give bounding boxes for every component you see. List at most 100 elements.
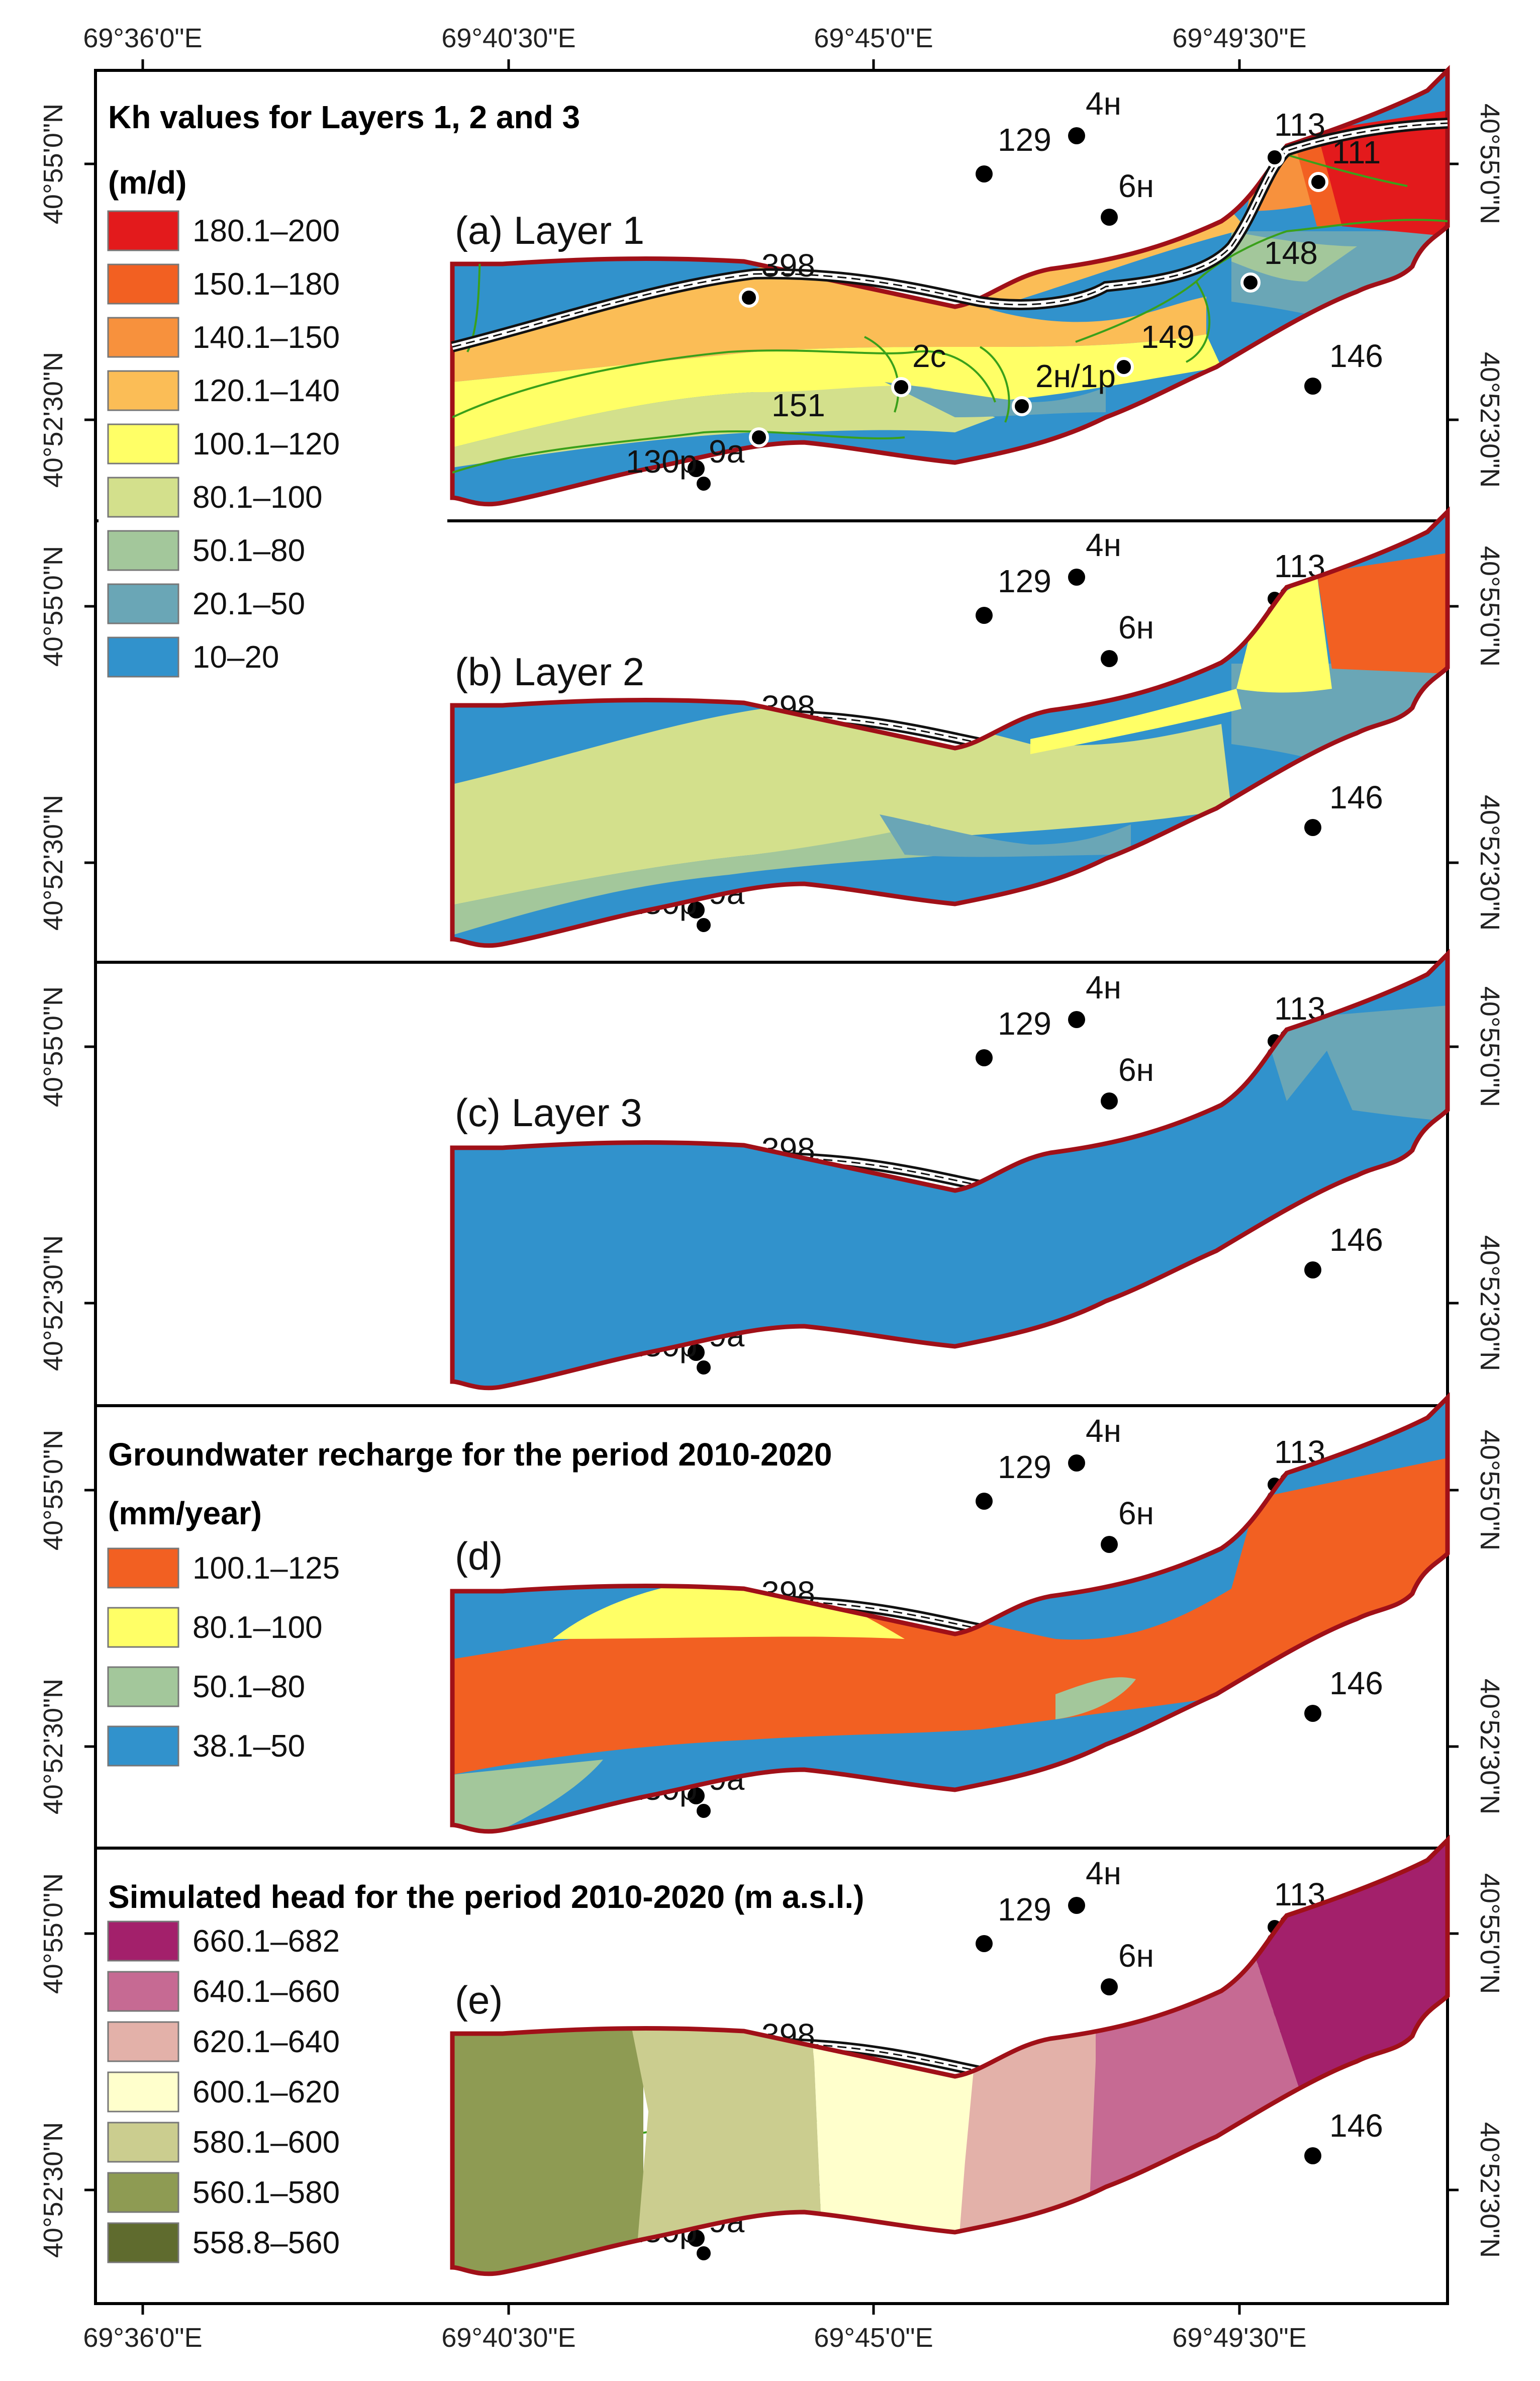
zone-80-100	[553, 1574, 905, 1639]
well-label: 4н	[1086, 969, 1121, 1005]
zone-100-120	[1236, 573, 1332, 693]
well-marker	[1304, 2147, 1321, 2164]
left-axis-label: 40°55'0"N	[38, 986, 68, 1107]
legend-label: 100.1–125	[192, 1551, 340, 1586]
well-marker	[1101, 650, 1118, 667]
legend-label: 620.1–640	[192, 2025, 340, 2059]
panel-label-c: (c) Layer 3	[455, 1090, 642, 1135]
legend-swatch	[107, 477, 179, 518]
legend-swatch	[107, 423, 179, 465]
legend-swatch	[107, 263, 179, 305]
legend-label: 50.1–80	[192, 1670, 305, 1704]
left-axis: 40°55'0"N 40°52'30"N 40°55'0"N 40°52'30"…	[38, 104, 95, 2258]
right-axis-label: 40°52'30"N	[1475, 1679, 1505, 1814]
legend-label: 140.1–150	[192, 320, 340, 355]
legend-swatch	[107, 1971, 179, 2012]
well-marker	[1068, 569, 1085, 586]
zone-100-120-north	[1030, 689, 1241, 754]
river-line	[864, 336, 900, 413]
well-label: 129	[998, 563, 1051, 599]
river-line	[1186, 281, 1211, 363]
legend-recharge: Groundwater recharge for the period 2010…	[107, 1436, 832, 1767]
bottom-axis: 69°36'0"E 69°40'30"E 69°45'0"E 69°49'30"…	[83, 2304, 1307, 2353]
well-label: 6н	[1118, 1052, 1154, 1088]
panel-label-a: (a) Layer 1	[455, 208, 644, 252]
river-line	[452, 430, 905, 474]
well-label: 146	[1329, 338, 1383, 374]
well-label: 6н	[1118, 1938, 1154, 1974]
legend-swatch	[107, 2122, 179, 2163]
right-axis-label: 40°55'0"N	[1475, 986, 1505, 1107]
left-axis-label: 40°52'30"N	[38, 1235, 68, 1371]
zone-120-140	[452, 263, 1206, 382]
well-marker	[1240, 272, 1261, 293]
well-marker	[1304, 378, 1321, 395]
panel-label-d: (d)	[455, 1534, 503, 1578]
well-marker	[1304, 1261, 1321, 1278]
well-marker	[976, 1049, 993, 1066]
top-axis-label: 69°49'30"E	[1172, 23, 1306, 53]
well-label: 2с	[912, 338, 946, 374]
legend-label: 38.1–50	[192, 1729, 305, 1764]
well-marker	[688, 901, 705, 919]
legend-swatch	[107, 1666, 179, 1707]
right-axis-label: 40°52'30"N	[1475, 2122, 1505, 2258]
left-axis-label: 40°55'0"N	[38, 546, 68, 667]
legend-swatch	[107, 317, 179, 358]
legend-swatch	[107, 1920, 179, 1962]
well-marker	[694, 1357, 714, 1378]
zone-50-80	[452, 825, 955, 935]
well-label: 6н	[1118, 168, 1154, 204]
legend-swatch	[107, 1725, 179, 1767]
zone-80-100	[452, 386, 995, 468]
legend-label: 150.1–180	[192, 267, 340, 302]
zone-180-200	[1317, 111, 1448, 236]
well-marker	[1101, 1536, 1118, 1553]
right-axis-label: 40°55'0"N	[1475, 1430, 1505, 1550]
left-axis-label: 40°55'0"N	[38, 1430, 68, 1550]
map-frame	[94, 69, 1449, 2305]
well-label: 129	[998, 1449, 1051, 1485]
legend-swatch	[107, 2172, 179, 2213]
zone-20-50	[880, 814, 1131, 857]
well-marker	[688, 1787, 705, 1804]
bottom-axis-label: 69°40'30"E	[441, 2323, 575, 2353]
legend-label: 80.1–100	[192, 1610, 323, 1645]
legend-label: 120.1–140	[192, 374, 340, 408]
right-axis-label: 40°55'0"N	[1475, 104, 1505, 224]
right-axis-label: 40°52'30"N	[1475, 352, 1505, 488]
well-label: 148	[1264, 235, 1318, 271]
legend-head: Simulated head for the period 2010-2020 …	[107, 1879, 864, 2263]
top-axis-label: 69°40'30"E	[441, 23, 575, 53]
well-marker	[694, 474, 714, 494]
well-label: 146	[1329, 779, 1383, 815]
well-marker	[688, 1344, 705, 1361]
legend-label: 100.1–120	[192, 427, 340, 462]
well-label: 4н	[1086, 527, 1121, 563]
well-label: 2н/1р	[1035, 358, 1116, 394]
legend-label: 180.1–200	[192, 214, 340, 248]
left-axis-label: 40°52'30"N	[38, 1679, 68, 1814]
legend-swatch	[107, 210, 179, 251]
well-marker	[1304, 1705, 1321, 1722]
well-marker	[891, 377, 911, 397]
well-marker	[1068, 127, 1085, 144]
legend-label: 600.1–620	[192, 2075, 340, 2110]
legend-recharge-title: Groundwater recharge for the period 2010…	[108, 1436, 832, 1473]
well-marker	[1068, 1011, 1085, 1028]
bottom-axis-label: 69°36'0"E	[83, 2323, 202, 2353]
well-marker	[688, 2230, 705, 2247]
legend-swatch	[107, 530, 179, 571]
legend-label: 640.1–660	[192, 1974, 340, 2009]
legend-swatch	[107, 1547, 179, 1589]
left-axis-label: 40°55'0"N	[38, 1873, 68, 1994]
well-marker	[694, 2243, 714, 2263]
zone-50-80	[1055, 1677, 1136, 1719]
right-axis-label: 40°52'30"N	[1475, 795, 1505, 931]
top-axis: 69°36'0"E 69°40'30"E 69°45'0"E 69°49'30"…	[83, 23, 1307, 70]
well-label: 4н	[1086, 1855, 1121, 1891]
legend-label: 560.1–580	[192, 2175, 340, 2210]
river-line	[1075, 219, 1448, 343]
zone-150-180	[1317, 553, 1448, 674]
